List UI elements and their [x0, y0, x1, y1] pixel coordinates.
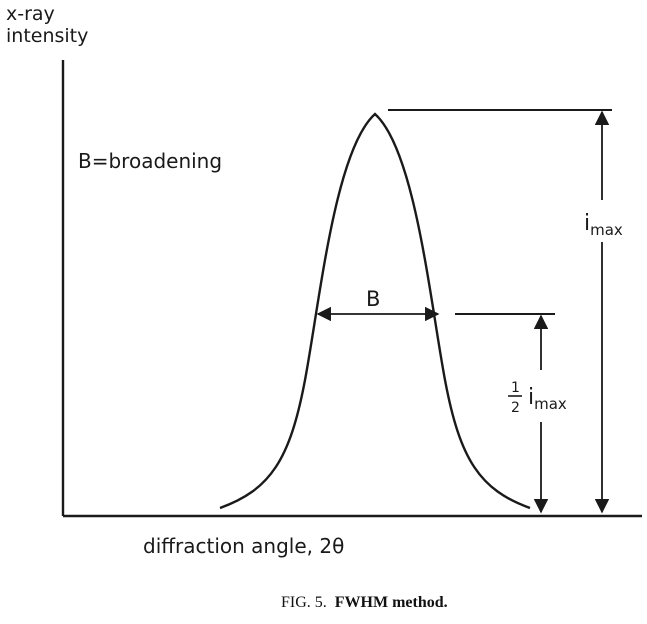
y-axis-label-line2: intensity — [6, 25, 88, 47]
half-imax-label: 1 2 imax — [508, 380, 567, 416]
y-axis-label-line1: x-ray — [6, 3, 55, 25]
x-axis-label: diffraction angle, 2θ — [143, 534, 344, 558]
width-label: B — [366, 287, 380, 311]
diffraction-peak-curve — [219, 112, 531, 510]
half-fraction-denominator: 2 — [511, 400, 520, 416]
figure-caption: FIG. 5. FWHM method. — [281, 594, 448, 611]
caption-title: FWHM method. — [335, 594, 448, 611]
caption-prefix: FIG. 5. — [281, 594, 327, 611]
half-imax-symbol: imax — [528, 385, 567, 413]
imax-label-background — [584, 200, 632, 242]
legend-text: B=broadening — [78, 149, 222, 173]
imax-label: imax — [584, 211, 623, 239]
half-fraction-numerator: 1 — [511, 380, 520, 396]
